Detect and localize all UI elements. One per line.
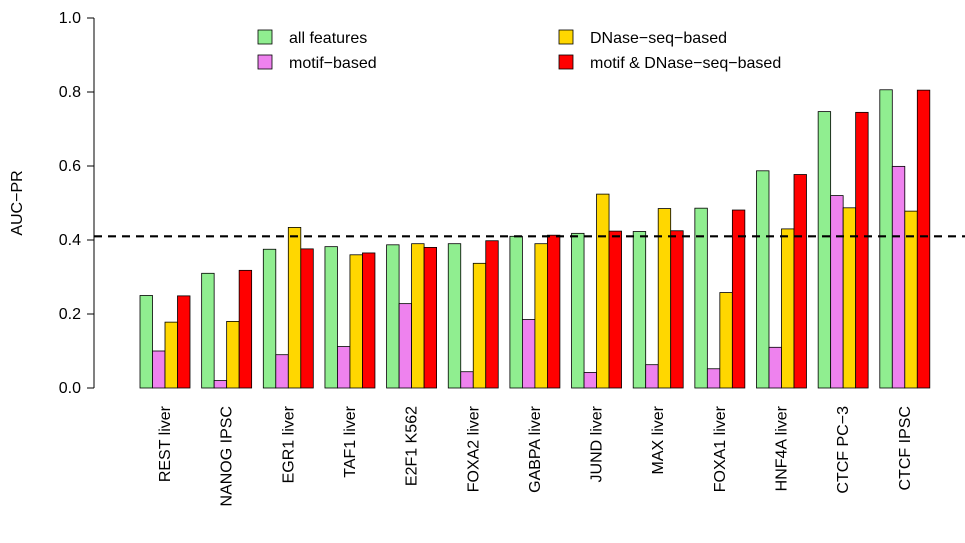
category-label: FOXA1 liver [712, 405, 729, 492]
bar [719, 292, 733, 389]
category-label: CTCF PC−3 [835, 406, 852, 494]
bar [793, 174, 807, 389]
bar [571, 232, 585, 389]
bar [547, 234, 561, 389]
category-label: TAF1 liver [342, 405, 359, 477]
y-tick-label: 0.4 [59, 232, 81, 249]
bar [213, 380, 228, 389]
bar [706, 368, 721, 389]
y-tick-label: 1.0 [59, 10, 81, 27]
bar [349, 254, 363, 389]
bar [904, 210, 918, 389]
legend-swatch [558, 54, 574, 70]
legend: all features motif−based DNase−seq−based mo… [257, 29, 781, 72]
bar [891, 165, 906, 389]
bar [596, 193, 610, 389]
category-label: FOXA2 liver [465, 405, 482, 492]
category-label: NANOG IPSC [219, 406, 236, 506]
bar [398, 303, 413, 389]
category-label: E2F1 K562 [404, 406, 421, 486]
bar [879, 89, 893, 389]
y-tick-label: 0.2 [59, 306, 81, 323]
bar [645, 364, 659, 389]
y-axis-label: AUC−PR [9, 170, 26, 235]
bar [324, 246, 338, 389]
bar [830, 195, 844, 389]
y-tick-label: 0.6 [59, 158, 81, 175]
legend-swatch [558, 29, 574, 45]
legend-label: motif & DNase−seq−based [590, 55, 781, 72]
bar [337, 346, 351, 389]
bar [534, 243, 548, 389]
bar [842, 207, 857, 389]
y-tick-label: 0.8 [59, 84, 81, 101]
bar [201, 272, 215, 389]
bar [632, 231, 647, 389]
x-axis-labels: REST liver NANOG IPSC EGR1 liver TAF1 liver… [157, 405, 914, 506]
bar [226, 320, 240, 389]
bar [583, 372, 597, 389]
bar [485, 240, 499, 389]
category-label: HNF4A liver [774, 405, 791, 491]
bar [423, 246, 438, 389]
bar [238, 269, 253, 389]
bar [411, 243, 425, 389]
bar [608, 230, 622, 389]
bar [694, 207, 708, 389]
y-axis: 0.0 0.2 0.4 0.6 0.8 1.0 [59, 10, 95, 397]
legend-label: all features [289, 30, 367, 47]
bar [817, 111, 832, 389]
legend-swatch [257, 29, 273, 45]
category-label: JUND liver [589, 405, 606, 482]
category-label: EGR1 liver [280, 405, 297, 483]
legend-label: motif−based [289, 55, 377, 72]
bar [781, 228, 795, 389]
bar [731, 209, 746, 389]
bar [472, 262, 487, 389]
category-label: CTCF IPSC [897, 406, 914, 490]
bar [139, 295, 153, 389]
bar [855, 111, 869, 389]
bar [275, 354, 289, 389]
bar [177, 295, 191, 389]
bar [670, 230, 684, 389]
legend-label: DNase−seq−based [590, 30, 727, 47]
bar [262, 248, 277, 389]
category-label: REST liver [157, 405, 174, 482]
legend-swatch [257, 54, 273, 70]
bar [460, 371, 474, 389]
bars-layer [139, 89, 931, 389]
bar [164, 321, 178, 389]
bar [916, 89, 931, 389]
bar [522, 319, 536, 389]
bar [300, 248, 314, 389]
bar [756, 170, 770, 389]
bar [152, 350, 166, 389]
category-label: GABPA liver [527, 405, 544, 493]
bar [509, 235, 523, 389]
bar [386, 244, 400, 389]
bar [447, 243, 462, 389]
category-label: MAX liver [650, 405, 667, 474]
y-tick-label: 0.0 [59, 380, 81, 397]
bar [768, 346, 782, 389]
bar [287, 227, 302, 389]
bar [362, 252, 376, 389]
